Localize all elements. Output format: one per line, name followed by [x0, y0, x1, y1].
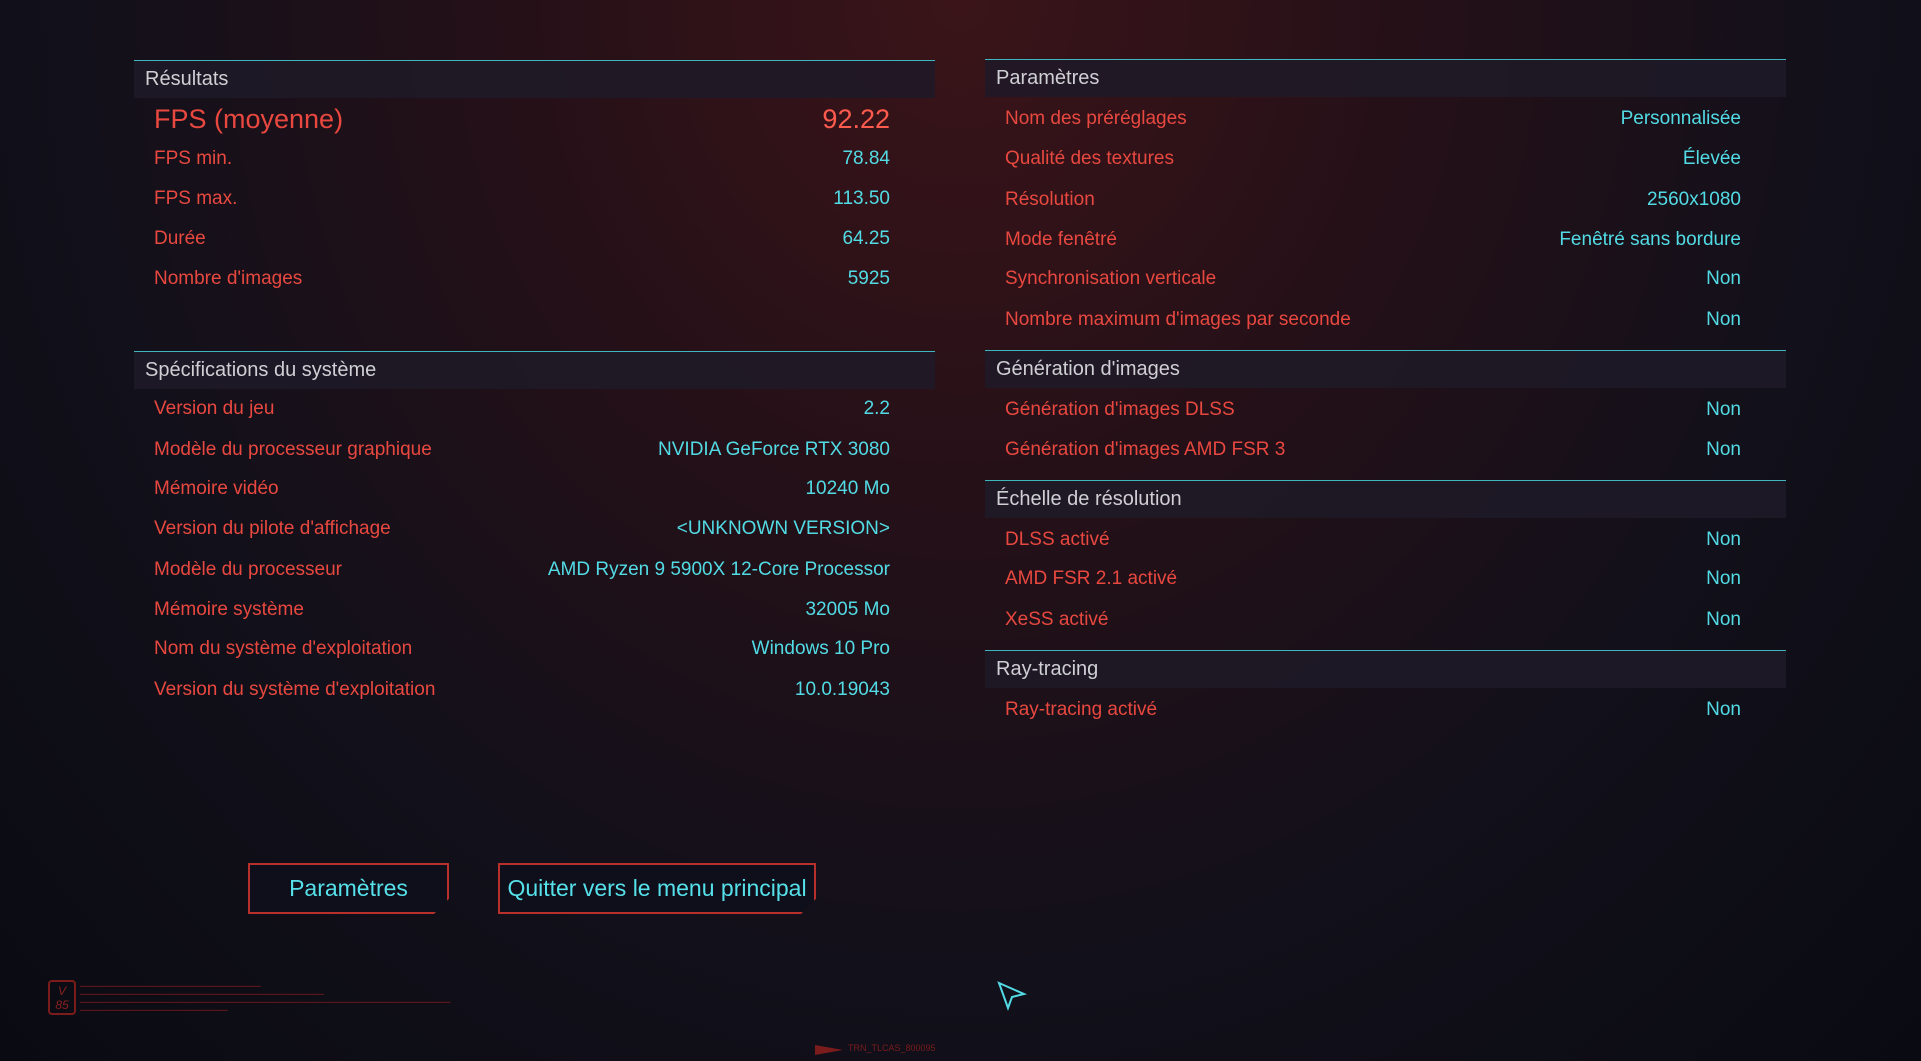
row-value: <UNKNOWN VERSION> — [676, 518, 890, 539]
row-value: Non — [1706, 439, 1741, 460]
row-label: Mémoire vidéo — [154, 478, 279, 499]
row-label: Mode fenêtré — [1005, 229, 1117, 250]
fps-average-value: 92.22 — [822, 103, 890, 134]
framegen-section: Génération d'images — [985, 350, 1786, 388]
row-label: Mémoire système — [154, 599, 304, 620]
row-label: Modèle du processeur — [154, 559, 342, 580]
scaling-title: Échelle de résolution — [985, 480, 1786, 518]
row-value: 2.2 — [863, 398, 890, 419]
result-row: Nombre d'images 5925 — [154, 261, 890, 297]
system-row: Nom du système d'exploitation Windows 10 … — [154, 631, 890, 667]
framegen-row: Génération d'images AMD FSR 3 Non — [1005, 432, 1741, 468]
mouse-cursor-icon — [997, 981, 1028, 1011]
scaling-row: AMD FSR 2.1 activé Non — [1005, 561, 1741, 597]
row-label: Génération d'images AMD FSR 3 — [1005, 439, 1286, 460]
row-value: 32005 Mo — [805, 599, 890, 620]
row-label: Génération d'images DLSS — [1005, 399, 1235, 420]
system-row: Modèle du processeur graphique NVIDIA GeF… — [154, 432, 890, 468]
framegen-row: Génération d'images DLSS Non — [1005, 392, 1741, 428]
system-row: Mémoire vidéo 10240 Mo — [154, 471, 890, 507]
framegen-title: Génération d'images — [985, 350, 1786, 388]
row-value: Non — [1706, 568, 1741, 589]
row-label: XeSS activé — [1005, 609, 1109, 630]
row-value: Non — [1706, 609, 1741, 630]
result-row: FPS max. 113.50 — [154, 181, 890, 217]
row-value: 10.0.19043 — [794, 679, 890, 700]
param-row: Nom des préréglages Personnalisée — [1005, 101, 1741, 137]
system-row: Version du système d'exploitation 10.0.19… — [154, 672, 890, 708]
system-title: Spécifications du système — [134, 351, 935, 389]
row-value: Fenêtré sans bordure — [1559, 229, 1741, 250]
version-logo: V 85 — [48, 980, 76, 1015]
raytracing-row: Ray-tracing activé Non — [1005, 692, 1741, 728]
row-label: Version du pilote d'affichage — [154, 518, 391, 539]
row-value: Personnalisée — [1620, 108, 1741, 129]
fps-average-row: FPS (moyenne) 92.22 — [154, 101, 890, 137]
row-label: Résolution — [1005, 189, 1095, 210]
row-value: 5925 — [847, 268, 890, 289]
params-section: Paramètres — [985, 59, 1786, 97]
right-panel: Paramètres Nom des préréglages Personnali… — [985, 0, 1786, 740]
param-row: Synchronisation verticale Non — [1005, 261, 1741, 297]
param-row: Résolution 2560x1080 — [1005, 182, 1741, 218]
row-value: NVIDIA GeForce RTX 3080 — [658, 439, 890, 460]
row-label: Nom du système d'exploitation — [154, 638, 413, 659]
fps-average-label: FPS (moyenne) — [154, 103, 344, 134]
results-title: Résultats — [134, 60, 935, 98]
row-label: DLSS activé — [1005, 529, 1110, 550]
row-value: Non — [1706, 529, 1741, 550]
left-panel: Résultats FPS (moyenne) 92.22 FPS min. 78.… — [134, 0, 935, 720]
system-row: Version du jeu 2.2 — [154, 391, 890, 427]
row-value: Élevée — [1682, 148, 1741, 169]
row-label: FPS min. — [154, 148, 233, 169]
param-row: Nombre maximum d'images par seconde Non — [1005, 302, 1741, 338]
row-value: Non — [1706, 399, 1741, 420]
results-section: Résultats — [134, 60, 935, 98]
scaling-row: XeSS activé Non — [1005, 602, 1741, 638]
row-label: Qualité des textures — [1005, 148, 1174, 169]
row-label: Version du système d'exploitation — [154, 679, 436, 700]
row-value: 10240 Mo — [805, 478, 890, 499]
row-value: AMD Ryzen 9 5900X 12-Core Processor — [547, 559, 890, 580]
raytracing-title: Ray-tracing — [985, 650, 1786, 688]
settings-button[interactable]: Paramètres — [248, 863, 449, 914]
system-row: Modèle du processeur AMD Ryzen 9 5900X 12… — [154, 552, 890, 588]
quit-to-main-menu-button[interactable]: Quitter vers le menu principal — [498, 863, 816, 914]
raytracing-section: Ray-tracing — [985, 650, 1786, 688]
row-value: Non — [1706, 309, 1741, 330]
row-value: 64.25 — [842, 228, 890, 249]
logo-text: V 85 — [55, 984, 69, 1012]
row-label: Modèle du processeur graphique — [154, 439, 432, 460]
scaling-row: DLSS activé Non — [1005, 522, 1741, 558]
system-row: Version du pilote d'affichage <UNKNOWN VE… — [154, 511, 890, 547]
row-value: Non — [1706, 699, 1741, 720]
system-row: Mémoire système 32005 Mo — [154, 592, 890, 628]
build-code: TRN_TLCAS_800095 — [848, 1043, 936, 1053]
row-label: Nom des préréglages — [1005, 108, 1187, 129]
scaling-section: Échelle de résolution — [985, 480, 1786, 518]
row-label: Version du jeu — [154, 398, 275, 419]
row-value: Windows 10 Pro — [751, 638, 890, 659]
result-row: FPS min. 78.84 — [154, 141, 890, 177]
param-row: Mode fenêtré Fenêtré sans bordure — [1005, 222, 1741, 258]
row-label: Nombre d'images — [154, 268, 303, 289]
result-row: Durée 64.25 — [154, 221, 890, 257]
row-label: Synchronisation verticale — [1005, 268, 1217, 289]
row-label: AMD FSR 2.1 activé — [1005, 568, 1178, 589]
legal-text: ━━━━━━━━━━━━━━━━━━━━━━━━━━━━━━━━━━━━━━━━… — [80, 984, 451, 1014]
row-label: Nombre maximum d'images par seconde — [1005, 309, 1351, 330]
arrow-marker-icon — [815, 1045, 843, 1055]
row-label: Durée — [154, 228, 206, 249]
system-section: Spécifications du système — [134, 351, 935, 389]
row-label: FPS max. — [154, 188, 238, 209]
params-title: Paramètres — [985, 59, 1786, 97]
row-value: Non — [1706, 268, 1741, 289]
row-value: 78.84 — [842, 148, 890, 169]
row-value: 2560x1080 — [1646, 189, 1741, 210]
param-row: Qualité des textures Élevée — [1005, 141, 1741, 177]
row-value: 113.50 — [833, 188, 890, 209]
row-label: Ray-tracing activé — [1005, 699, 1158, 720]
